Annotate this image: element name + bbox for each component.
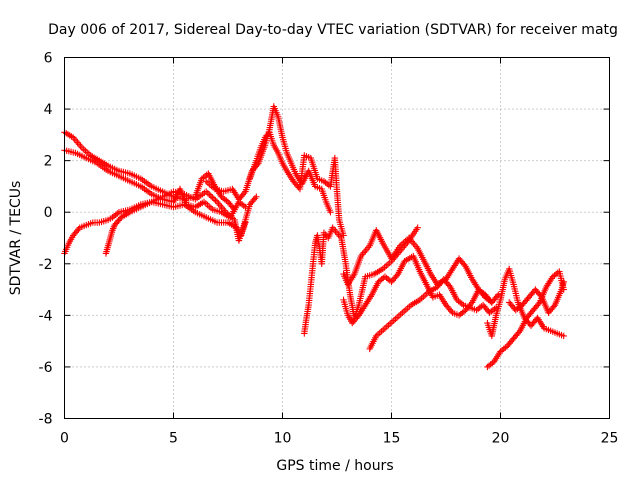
x-tick-label: 20 [492,431,510,447]
data-point [253,193,260,200]
y-tick-label: 6 [44,51,53,67]
x-tick-label: 5 [169,431,178,447]
data-point [445,282,453,289]
x-axis-label: GPS time / hours [276,458,393,474]
x-tick-label: 0 [60,431,69,447]
x-tick-label: 25 [601,431,619,447]
data-point [207,192,215,200]
grid [64,57,610,419]
data-point [240,189,248,197]
y-tick-label: -2 [39,257,53,273]
y-tick-label: 4 [44,102,53,118]
data-point [203,188,210,195]
data-point [461,261,468,269]
plot-frame [64,57,610,419]
data-point [414,224,421,231]
data-point [327,209,334,216]
y-tick-label: 2 [44,154,53,170]
x-tick-label: 15 [383,431,401,447]
data-point [75,226,82,233]
data-point [212,197,219,204]
data-point [209,194,216,201]
series-track-j [366,276,500,353]
series-track-i [340,252,495,327]
series-track-b [61,147,249,221]
series-track-f [246,129,347,239]
data-point [488,299,495,306]
data-point [206,191,213,198]
y-axis-label: SDTVAR / TECUs [8,181,24,296]
data-point [535,300,542,308]
data-point [515,329,523,336]
data-point [210,195,218,203]
data-point [560,332,567,340]
data-point [354,313,361,321]
series-track-d [102,188,260,257]
data-point [204,189,211,197]
y-tick-label: -4 [39,308,53,324]
data-point [550,303,557,310]
data-point [537,292,544,299]
axis-ticks: 0 5 10 15 20 25 -8 -6 -4 -2 0 2 4 6 [39,51,619,447]
data-point [467,300,475,308]
y-tick-label: -8 [39,412,53,428]
data-point [487,297,494,305]
data-point [393,272,400,279]
chart-title: Day 006 of 2017, Sidereal Day-to-day VTE… [48,22,618,38]
series-track-g [301,224,421,337]
y-tick-label: 0 [44,205,53,221]
y-tick-label: -6 [39,360,53,376]
data-point [251,195,259,202]
x-tick-label: 10 [274,431,292,447]
data-point [560,278,567,286]
series-track-m [506,278,567,316]
data-point [448,308,455,315]
data-points [61,103,567,371]
